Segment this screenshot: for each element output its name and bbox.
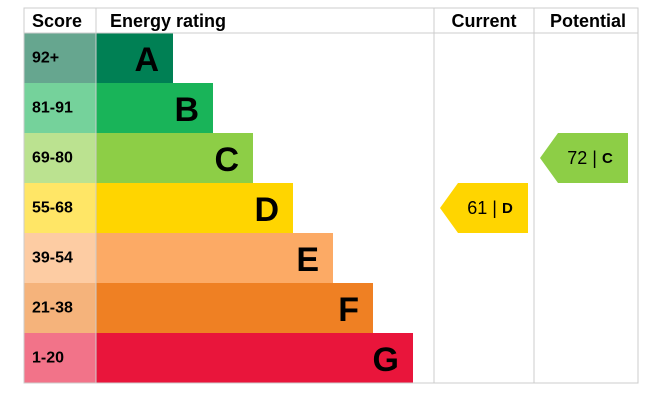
potential-arrow [540,133,628,183]
score-cell [24,33,96,83]
score-range: 1-20 [32,350,64,367]
header-potential: Potential [550,11,626,31]
potential-value: 72 [567,148,587,168]
current-arrow [440,183,528,233]
score-cell [24,183,96,233]
score-range: 69-80 [32,150,73,167]
score-range: 21-38 [32,300,73,317]
rating-letter: F [338,291,359,329]
rating-bar [96,133,253,183]
potential-letter: C [602,150,613,167]
current-letter: D [502,200,513,217]
score-range: 39-54 [32,250,73,267]
score-cell [24,233,96,283]
rating-letter: A [134,41,159,79]
score-range: 92+ [32,50,59,67]
potential-separator: | [592,148,597,168]
rating-bar [96,283,373,333]
current-value: 61 [467,198,487,218]
score-cell [24,133,96,183]
header-rating: Energy rating [110,11,226,31]
score-cell [24,333,96,383]
score-range: 81-91 [32,100,73,117]
score-cell [24,83,96,133]
table-border [23,7,639,384]
header-score: Score [32,11,82,31]
rating-bar [96,233,333,283]
rating-letter: G [373,341,399,379]
score-range: 55-68 [32,200,73,217]
rating-bar [96,33,173,83]
rating-bar [96,333,413,383]
potential-label: 72 | C [567,148,613,168]
rating-bar [96,83,213,133]
score-cell [24,283,96,333]
current-separator: | [492,198,497,218]
header-current: Current [451,11,516,31]
rating-bar [96,183,293,233]
current-label: 61 | D [467,198,513,218]
rating-letter: B [174,91,199,129]
rating-letter: C [214,141,239,179]
rating-letter: D [254,191,279,229]
rating-letter: E [296,241,319,279]
